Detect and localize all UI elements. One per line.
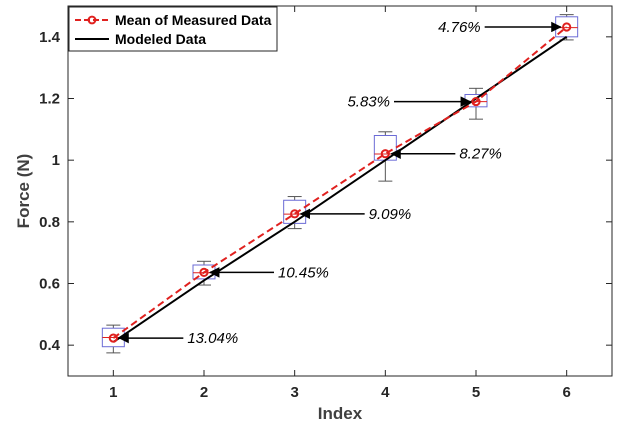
y-tick-label: 0.4 <box>39 337 61 354</box>
measured-point <box>380 149 390 159</box>
legend-label-modeled: Modeled Data <box>115 31 206 47</box>
measured-point <box>471 96 481 107</box>
x-tick-label: 1 <box>109 384 117 401</box>
plot-frame <box>67 5 613 377</box>
series-measured-line <box>112 26 568 339</box>
x-tick-label: 5 <box>472 384 480 401</box>
series-lines <box>108 22 572 343</box>
x-tick-label: 6 <box>562 384 570 401</box>
legend-label-measured: Mean of Measured Data <box>115 12 272 28</box>
y-tick-label: 0.8 <box>39 214 60 231</box>
annotation-label: 13.04% <box>187 330 238 347</box>
percent-annotations: 13.04% 10.45% 9.09% 8.27% 5.83% 4.76% <box>118 19 562 347</box>
annotation-label: 4.76% <box>438 19 481 36</box>
axis-ticks: 1 2 3 4 5 6 0.4 0.6 0.8 1 1.2 1.4 <box>39 6 612 401</box>
y-axis-label: Force (N) <box>14 154 33 229</box>
legend: Mean of Measured Data Modeled Data <box>68 6 278 52</box>
x-tick-label: 3 <box>290 384 298 401</box>
annotation-label: 8.27% <box>459 146 502 163</box>
legend-box <box>68 6 278 52</box>
annotation-label: 5.83% <box>347 94 390 111</box>
annotation-label: 10.45% <box>278 264 329 281</box>
y-tick-label: 1 <box>52 152 60 169</box>
y-tick-label: 1.4 <box>39 29 61 46</box>
annotation-label: 9.09% <box>369 206 412 223</box>
x-tick-label: 4 <box>381 384 390 401</box>
legend-marker-measured <box>87 15 97 25</box>
y-tick-label: 0.6 <box>39 276 60 293</box>
measured-point <box>199 267 209 277</box>
y-tick-label: 1.2 <box>39 91 60 108</box>
measured-point <box>108 333 118 343</box>
x-tick-label: 2 <box>200 384 208 401</box>
measured-point <box>562 22 572 32</box>
measured-point <box>290 209 300 219</box>
x-axis-label: Index <box>318 404 363 423</box>
